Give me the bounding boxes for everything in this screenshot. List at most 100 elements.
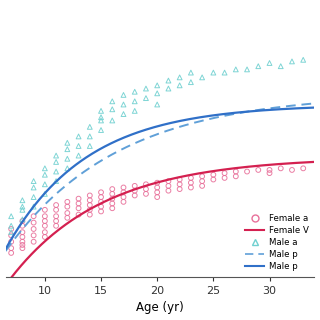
Point — [31, 239, 36, 244]
Point — [76, 196, 81, 201]
Point — [31, 195, 36, 200]
Point — [244, 67, 250, 72]
Point — [87, 124, 92, 129]
Point — [110, 201, 115, 206]
Point — [9, 239, 14, 244]
Point — [53, 207, 59, 212]
Point — [87, 134, 92, 139]
Point — [188, 180, 194, 185]
Point — [177, 75, 182, 80]
Point — [132, 99, 137, 104]
Point — [289, 59, 294, 64]
Point — [53, 179, 59, 184]
Point — [53, 219, 59, 224]
Point — [132, 188, 137, 193]
Point — [99, 190, 104, 195]
Point — [9, 230, 14, 235]
Point — [166, 86, 171, 91]
Point — [87, 193, 92, 198]
X-axis label: Age (yr): Age (yr) — [136, 301, 184, 315]
Point — [99, 108, 104, 114]
Point — [9, 214, 14, 219]
Point — [143, 182, 148, 187]
Point — [110, 191, 115, 196]
Point — [200, 75, 205, 80]
Point — [42, 207, 47, 212]
Point — [20, 217, 25, 222]
Point — [9, 233, 14, 238]
Point — [233, 169, 238, 174]
Point — [65, 156, 70, 161]
Point — [53, 169, 59, 174]
Point — [200, 183, 205, 188]
Point — [121, 102, 126, 107]
Point — [42, 235, 47, 240]
Point — [222, 175, 227, 180]
Point — [20, 239, 25, 244]
Point — [20, 230, 25, 235]
Point — [278, 64, 283, 69]
Point — [278, 166, 283, 171]
Point — [211, 70, 216, 75]
Point — [166, 183, 171, 188]
Point — [132, 193, 137, 198]
Legend: Female a, Female V, Male a, Male p, Male p: Female a, Female V, Male a, Male p, Male… — [244, 212, 310, 273]
Point — [188, 70, 194, 75]
Point — [121, 92, 126, 98]
Point — [65, 166, 70, 171]
Point — [301, 57, 306, 62]
Point — [53, 203, 59, 208]
Point — [76, 212, 81, 217]
Point — [99, 209, 104, 214]
Point — [9, 250, 14, 255]
Point — [166, 78, 171, 83]
Point — [42, 166, 47, 171]
Point — [31, 185, 36, 190]
Point — [31, 214, 36, 219]
Point — [65, 204, 70, 209]
Point — [267, 171, 272, 176]
Point — [20, 242, 25, 247]
Point — [143, 86, 148, 91]
Point — [211, 177, 216, 182]
Point — [53, 159, 59, 164]
Point — [76, 201, 81, 206]
Point — [267, 167, 272, 172]
Point — [42, 230, 47, 235]
Point — [31, 204, 36, 209]
Point — [20, 235, 25, 240]
Point — [20, 219, 25, 224]
Point — [200, 174, 205, 179]
Point — [87, 198, 92, 203]
Point — [110, 107, 115, 112]
Point — [31, 220, 36, 225]
Point — [155, 185, 160, 190]
Point — [244, 169, 250, 174]
Point — [42, 191, 47, 196]
Point — [9, 227, 14, 232]
Point — [233, 67, 238, 72]
Point — [121, 199, 126, 204]
Point — [9, 245, 14, 251]
Point — [256, 167, 261, 172]
Point — [256, 64, 261, 69]
Point — [20, 204, 25, 209]
Point — [87, 212, 92, 217]
Point — [155, 195, 160, 200]
Point — [143, 96, 148, 101]
Point — [31, 179, 36, 184]
Point — [53, 153, 59, 158]
Point — [155, 190, 160, 195]
Point — [132, 108, 137, 114]
Point — [289, 167, 294, 172]
Point — [155, 91, 160, 96]
Point — [188, 80, 194, 85]
Point — [87, 203, 92, 208]
Point — [155, 83, 160, 88]
Point — [110, 196, 115, 201]
Point — [301, 166, 306, 171]
Point — [177, 83, 182, 88]
Point — [166, 179, 171, 184]
Point — [121, 111, 126, 116]
Point — [110, 118, 115, 123]
